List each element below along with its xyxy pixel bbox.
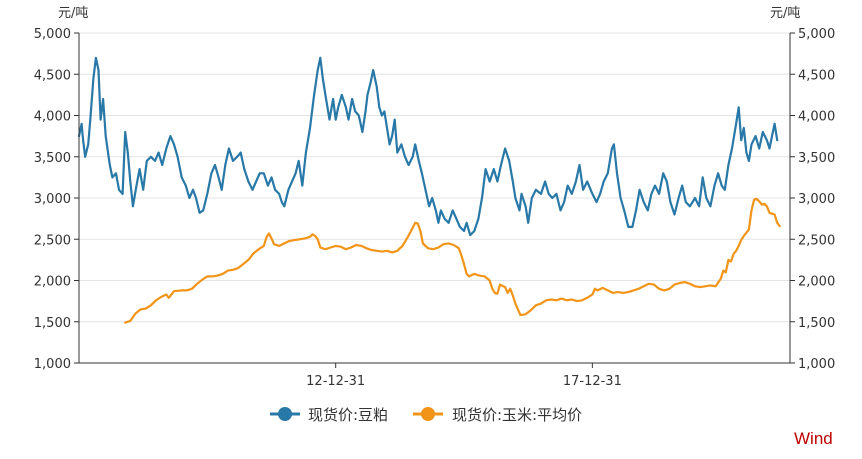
right-tick-labels: 1,000 1,500 2,000 2,500 3,000 3,500 4,000 4,500…: [790, 27, 835, 372]
legend-marker-corn: [421, 407, 435, 421]
left-tick-label: 4,000: [34, 110, 71, 125]
left-tick-label: 1,000: [34, 357, 71, 372]
x-tick-labels: 12-12-31 17-12-31: [306, 363, 622, 389]
gridlines: [79, 32, 790, 323]
left-unit-label: 元/吨: [58, 6, 88, 21]
left-tick-label: 3,000: [34, 192, 71, 207]
legend-item-corn[interactable]: 现货价:玉米:平均价: [413, 406, 582, 424]
right-tick-label: 1,000: [798, 357, 835, 372]
right-tick-label: 1,500: [798, 316, 835, 331]
legend-marker-soymeal: [278, 407, 292, 421]
wind-watermark: Wind: [794, 429, 833, 448]
right-tick-label: 4,000: [798, 110, 835, 125]
left-tick-label: 2,000: [34, 275, 71, 290]
legend-label-soymeal: 现货价:豆粕: [308, 406, 388, 424]
left-tick-label: 4,500: [34, 68, 71, 83]
right-tick-label: 2,000: [798, 275, 835, 290]
right-tick-label: 3,000: [798, 192, 835, 207]
right-tick-label: 4,500: [798, 68, 835, 83]
right-tick-label: 2,500: [798, 233, 835, 248]
right-tick-label: 5,000: [798, 27, 835, 42]
series-lines: [77, 56, 781, 324]
legend-item-soymeal[interactable]: 现货价:豆粕: [270, 406, 388, 424]
legend-label-corn: 现货价:玉米:平均价: [452, 406, 582, 424]
x-tick-label: 12-12-31: [306, 374, 365, 389]
series-line-soymeal: [77, 56, 779, 237]
left-tick-label: 1,500: [34, 316, 71, 331]
series-line-corn: [124, 197, 781, 324]
right-tick-label: 3,500: [798, 151, 835, 166]
left-tick-label: 3,500: [34, 151, 71, 166]
left-tick-label: 2,500: [34, 233, 71, 248]
legend: 现货价:豆粕 现货价:玉米:平均价: [270, 406, 582, 424]
x-tick-label: 17-12-31: [563, 374, 622, 389]
left-tick-label: 5,000: [34, 27, 71, 42]
left-tick-labels: 1,000 1,500 2,000 2,500 3,000 3,500 4,000 4,500…: [34, 27, 79, 372]
right-unit-label: 元/吨: [770, 6, 800, 21]
